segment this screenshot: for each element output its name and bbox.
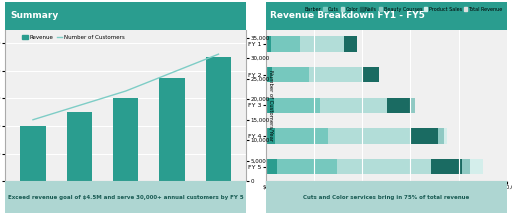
Bar	[275, 128, 328, 144]
Text: Exceed revenue goal of $4.5M and serve 30,000+ annual customers by FY 5: Exceed revenue goal of $4.5M and serve 3…	[8, 195, 244, 200]
Bar	[274, 98, 319, 113]
Bar	[20, 126, 46, 181]
Bar	[266, 159, 277, 174]
Text: Summary: Summary	[10, 11, 58, 20]
Bar	[159, 78, 185, 181]
Bar	[431, 159, 462, 174]
Bar	[266, 36, 271, 52]
Bar	[301, 36, 344, 52]
Bar	[361, 67, 379, 82]
Bar	[411, 98, 415, 113]
Bar	[344, 36, 357, 52]
Bar	[272, 67, 309, 82]
Bar	[328, 128, 411, 144]
Bar	[266, 67, 272, 82]
Bar	[337, 159, 431, 174]
Bar	[470, 159, 483, 174]
Bar	[67, 112, 92, 181]
Bar	[113, 98, 138, 181]
Bar	[309, 67, 361, 82]
Legend: Revenue, Number of Customers: Revenue, Number of Customers	[20, 32, 127, 42]
Bar	[438, 128, 444, 144]
Bar	[277, 159, 337, 174]
Bar	[444, 128, 446, 144]
Bar	[462, 159, 470, 174]
Bar	[266, 98, 274, 113]
Legend: Barber, Cuts, Color, Nails, Beauty Courses, Product Sales, Total Revenue: Barber, Cuts, Color, Nails, Beauty Cours…	[298, 5, 504, 14]
Text: Revenue Breakdown FY1 - FY5: Revenue Breakdown FY1 - FY5	[270, 11, 425, 20]
Text: Cuts and Color services bring in 75% of total revenue: Cuts and Color services bring in 75% of …	[303, 195, 470, 200]
Bar	[387, 98, 411, 113]
Y-axis label: Number of Customers/Year: Number of Customers/Year	[269, 70, 274, 141]
Bar	[411, 128, 438, 144]
Bar	[266, 128, 275, 144]
Bar	[319, 98, 387, 113]
Bar	[271, 36, 301, 52]
Bar	[206, 57, 231, 181]
